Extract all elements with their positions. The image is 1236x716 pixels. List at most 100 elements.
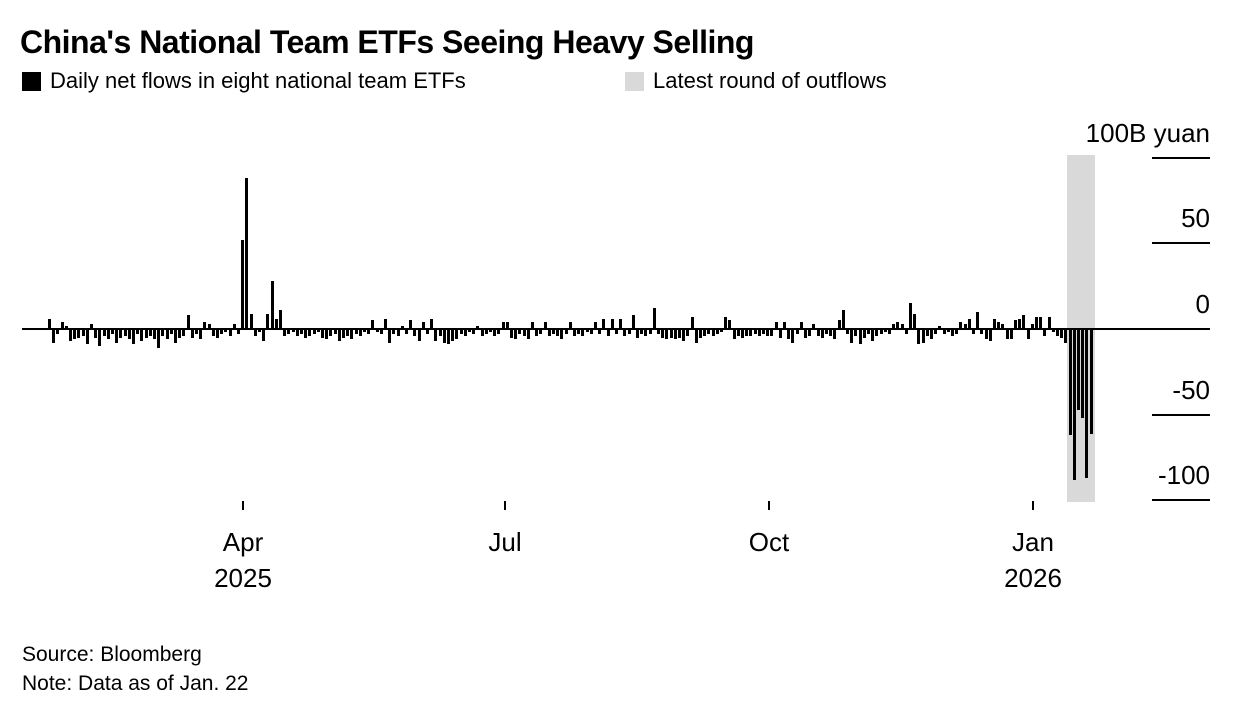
flow-bar — [426, 329, 429, 335]
flow-bar — [115, 329, 119, 343]
y-axis-tick-line — [1152, 157, 1210, 159]
flow-bar — [283, 329, 287, 336]
flow-bar — [363, 329, 366, 333]
flow-bar — [531, 322, 534, 329]
flow-bar — [766, 329, 770, 336]
flow-bar — [476, 325, 480, 329]
flow-bar — [615, 329, 618, 335]
flow-bar — [686, 329, 690, 336]
x-axis-label-apr: Apr 2025 — [214, 524, 272, 596]
flow-bar — [102, 329, 106, 336]
flow-bar — [1009, 329, 1013, 340]
flow-bar — [1001, 323, 1005, 329]
flow-bar — [535, 329, 539, 336]
flow-bar — [484, 329, 488, 335]
flow-bar — [127, 329, 131, 340]
flow-bar — [220, 329, 224, 335]
flow-bar — [757, 329, 761, 336]
flow-bar — [400, 325, 404, 329]
flow-bar — [825, 329, 828, 335]
flow-bar — [703, 329, 707, 336]
x-axis-tick-mark — [1032, 501, 1034, 510]
y-axis-tick-label-100: 100B yuan — [1085, 118, 1210, 148]
flow-bar — [552, 329, 555, 335]
y-axis-tick-label-0: 0 — [1195, 289, 1210, 319]
flow-bar — [762, 329, 765, 335]
flow-bar — [522, 329, 526, 336]
flow-bar — [925, 329, 929, 336]
flow-bar — [846, 329, 849, 335]
flow-bar — [459, 329, 463, 335]
flow-bar — [274, 318, 278, 329]
flow-bar — [384, 318, 387, 329]
flow-bar — [413, 329, 417, 336]
legend-item-daily-net-flows: Daily net flows in eight national team E… — [22, 68, 466, 94]
flow-bar — [917, 329, 921, 345]
flow-bar — [1014, 320, 1017, 329]
flow-bar — [543, 322, 547, 329]
y-axis-tick-line — [1152, 499, 1210, 501]
flow-bar — [421, 322, 425, 329]
flow-bar — [216, 329, 219, 338]
flow-bar — [787, 329, 791, 340]
flow-bar — [879, 329, 883, 335]
x-axis-tick-mark — [768, 501, 770, 510]
flow-bar — [1047, 317, 1051, 329]
flow-bar — [1051, 329, 1055, 333]
flow-bar — [526, 329, 530, 340]
flow-bar — [988, 329, 992, 341]
flow-bar — [144, 329, 148, 338]
flow-bar — [56, 329, 60, 335]
flow-bar — [581, 329, 585, 336]
flow-bar — [169, 329, 173, 335]
flow-bar — [463, 329, 467, 336]
flow-bar — [195, 329, 198, 335]
flow-bar — [148, 329, 152, 336]
flow-bar — [1077, 329, 1080, 410]
flow-bar — [644, 329, 648, 336]
flow-bar — [678, 329, 681, 338]
flow-bar — [178, 329, 182, 338]
flow-bar — [375, 329, 379, 333]
flow-bar — [430, 318, 434, 329]
flow-bar — [942, 329, 946, 335]
flow-bar — [883, 329, 887, 333]
flow-bar — [329, 329, 333, 336]
flow-bar — [715, 329, 719, 335]
flow-bar — [888, 329, 891, 335]
flow-bar — [631, 315, 635, 329]
flow-bar — [602, 318, 606, 329]
flow-bar — [1072, 329, 1076, 480]
flow-bar — [795, 329, 799, 335]
flow-bar — [799, 322, 803, 329]
flow-bar — [211, 329, 215, 336]
note-text: Note: Data as of Jan. 22 — [22, 672, 249, 695]
flow-bar — [753, 329, 757, 335]
flow-bar — [934, 329, 938, 335]
flow-bar — [321, 329, 324, 338]
flow-bar — [237, 329, 240, 335]
flow-bar — [337, 329, 341, 341]
flow-bar — [673, 329, 677, 340]
flow-bar — [186, 315, 190, 329]
flow-bar — [279, 310, 282, 329]
flow-bar — [636, 329, 639, 338]
y-axis-tick-line — [1152, 242, 1210, 244]
flow-bar — [249, 313, 253, 329]
flow-bar — [1018, 318, 1022, 329]
flow-bar — [606, 329, 610, 336]
flow-bar — [938, 325, 942, 329]
flow-bar — [833, 329, 837, 340]
flow-bar — [203, 322, 207, 329]
flow-bar — [333, 329, 337, 335]
flow-bar — [325, 329, 329, 340]
flow-bar — [346, 329, 350, 336]
flow-bar — [724, 317, 728, 329]
flow-bar — [371, 320, 375, 329]
flow-bar — [770, 329, 774, 336]
flow-bar — [1068, 329, 1072, 436]
flow-bar — [594, 322, 597, 329]
flow-bar — [153, 329, 156, 340]
flow-bar — [1039, 317, 1043, 329]
flow-bar — [396, 329, 400, 336]
